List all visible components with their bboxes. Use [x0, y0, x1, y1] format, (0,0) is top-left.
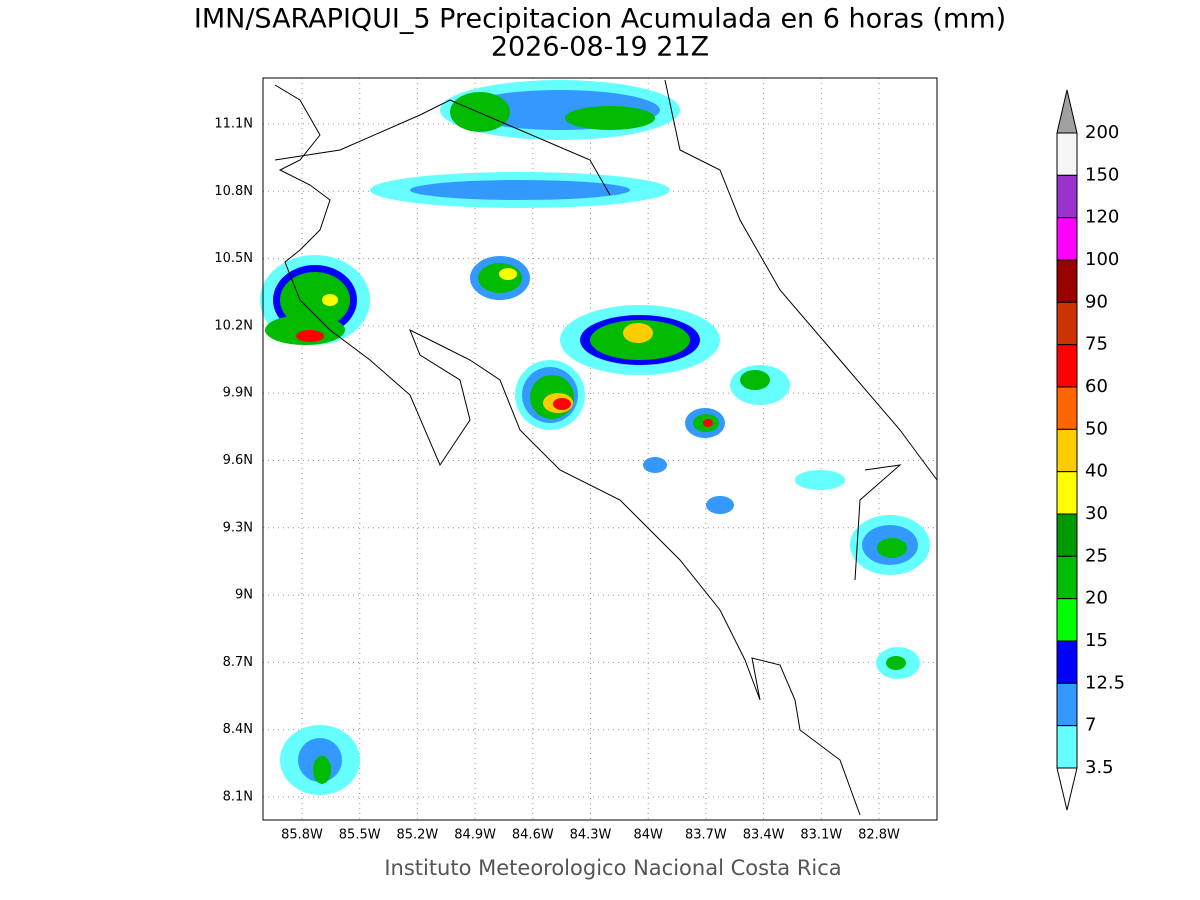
lat-tick-label: 8.7N	[223, 655, 253, 670]
lat-tick-label: 11.1N	[214, 117, 253, 132]
colorbar-segment	[1056, 471, 1078, 515]
lon-tick-label: 84.6W	[512, 828, 554, 843]
colorbar-segment	[1056, 301, 1078, 346]
lon-tick-label: 84W	[633, 828, 663, 843]
lat-tick-label: 9.9N	[223, 386, 253, 401]
colorbar-label: 20	[1085, 588, 1108, 609]
colorbar-label: 100	[1085, 249, 1119, 270]
lat-tick-label: 8.4N	[223, 722, 253, 737]
colorbar-segment	[1056, 640, 1078, 684]
colorbar-label: 15	[1085, 630, 1108, 651]
lat-tick-label: 10.2N	[214, 318, 253, 333]
colorbar: 200 150 120 100 90 75 60 50 40 30 25 20 15 12.5 7 3.5	[1056, 89, 1125, 811]
lon-tick-label: 82.8W	[858, 828, 900, 843]
title: IMN/SARAPIQUI_5 Precipitacion Acumulada …	[194, 4, 1006, 35]
lat-tick-label: 10.8N	[214, 184, 253, 199]
colorbar-segment	[1056, 217, 1078, 261]
lon-tick-label: 85.8W	[281, 828, 323, 843]
subtitle: 2026-08-19 21Z	[491, 32, 709, 63]
colorbar-label: 40	[1085, 461, 1108, 482]
lon-tick-label: 85.5W	[339, 828, 381, 843]
lon-tick-label: 84.9W	[454, 828, 496, 843]
colorbar-label: 50	[1085, 418, 1108, 439]
lon-tick-label: 83.4W	[743, 828, 785, 843]
colorbar-label: 120	[1085, 207, 1119, 228]
colorbar-label: 60	[1085, 376, 1108, 397]
colorbar-segment	[1056, 428, 1078, 473]
colorbar-label: 25	[1085, 545, 1108, 566]
lat-tick-label: 8.1N	[223, 790, 253, 805]
colorbar-label: 90	[1085, 291, 1108, 312]
axis-labels: 11.1N 10.8N 10.5N 10.2N 9.9N 9.6N 9.3N 9N 8.7N 8.…	[214, 117, 900, 843]
colorbar-segment	[1056, 344, 1078, 388]
colorbar-segment	[1056, 725, 1078, 769]
colorbar-label: 12.5	[1085, 672, 1125, 693]
coastlines	[274, 79, 938, 816]
lat-tick-label: 10.5N	[214, 251, 253, 266]
colorbar-segment	[1056, 682, 1078, 727]
lon-tick-label: 85.2W	[396, 828, 438, 843]
colorbar-label: 30	[1085, 503, 1108, 524]
colorbar-under	[1056, 767, 1078, 811]
colorbar-segment	[1056, 598, 1078, 642]
lat-tick-label: 9.3N	[223, 520, 253, 535]
colorbar-label: 7	[1085, 715, 1096, 736]
colorbar-segment	[1056, 555, 1078, 600]
colorbar-label: 200	[1085, 122, 1119, 143]
lon-tick-label: 83.7W	[685, 828, 727, 843]
colorbar-segment	[1056, 259, 1078, 303]
colorbar-segment	[1056, 174, 1078, 219]
precipitation-field	[260, 80, 930, 795]
lat-tick-label: 9N	[235, 588, 253, 603]
colorbar-label: 75	[1085, 334, 1108, 355]
grid	[263, 78, 937, 820]
colorbar-label: 150	[1085, 164, 1119, 185]
colorbar-over	[1056, 89, 1078, 134]
footer: Instituto Meteorologico Nacional Costa R…	[384, 856, 841, 880]
lon-tick-label: 84.3W	[570, 828, 612, 843]
colorbar-segment	[1056, 513, 1078, 557]
colorbar-segment	[1056, 386, 1078, 430]
lon-tick-label: 83.1W	[800, 828, 842, 843]
map-frame	[262, 77, 938, 821]
colorbar-segment	[1056, 132, 1078, 176]
colorbar-label: 3.5	[1085, 757, 1114, 778]
lat-tick-label: 9.6N	[223, 453, 253, 468]
